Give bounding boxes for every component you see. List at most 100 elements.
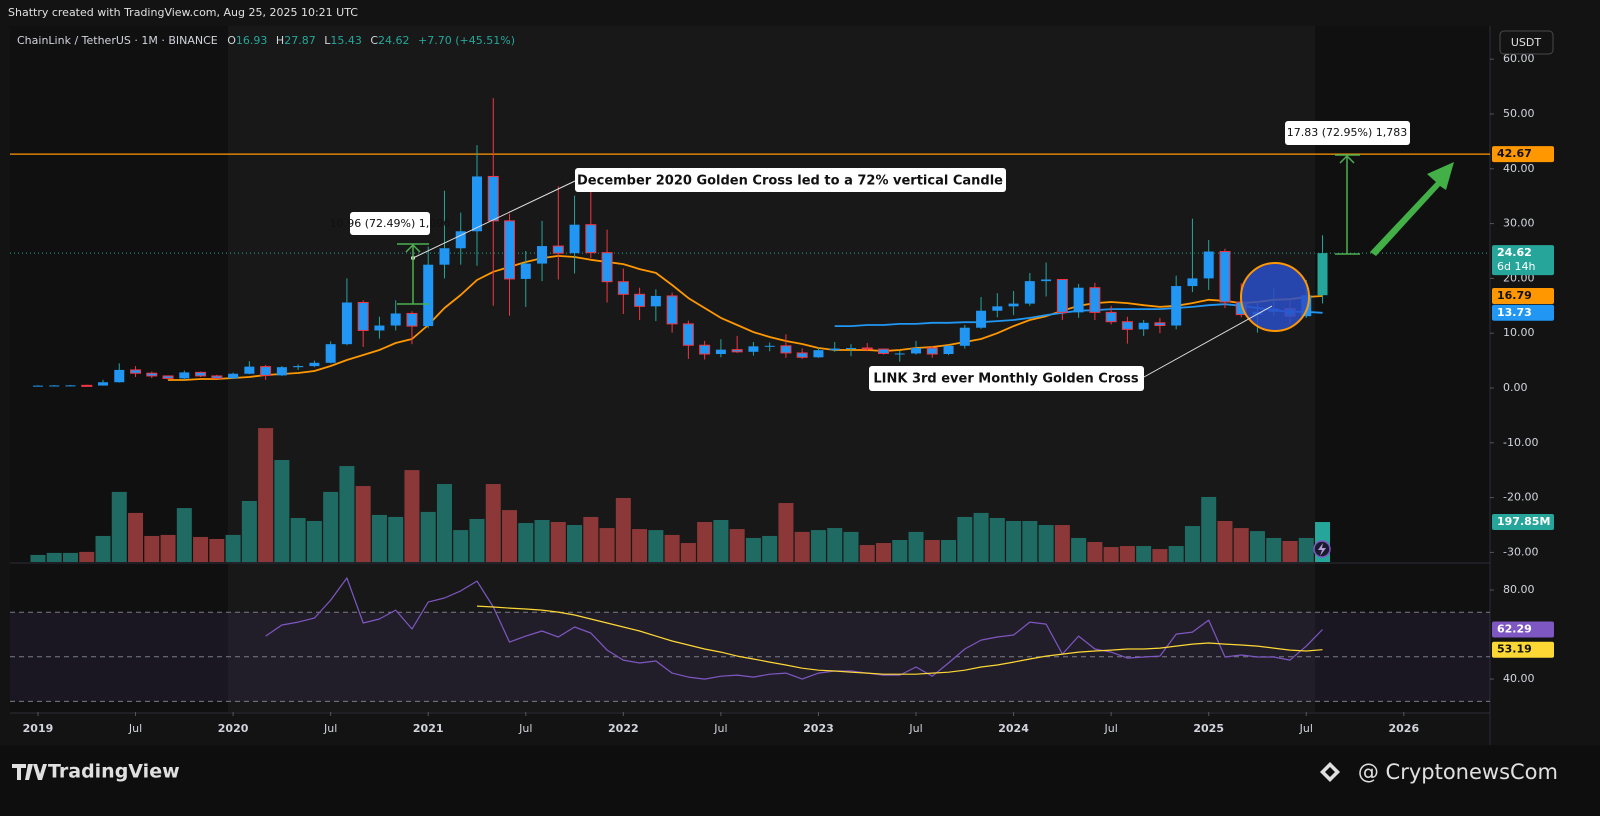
volume-bar [1298, 537, 1314, 562]
candle-body [634, 293, 646, 307]
measure-arrow [1339, 154, 1355, 164]
value-tag-label: 24.62 [1497, 246, 1532, 259]
x-tick-label: Jul [713, 722, 727, 735]
value-tag [1492, 304, 1554, 321]
candle-body [276, 367, 287, 376]
volume-bar [973, 512, 989, 562]
value-tag-label: 16.79 [1497, 289, 1532, 302]
legend: ChainLink / TetherUS · 1M · BINANCE O16.… [17, 34, 515, 47]
volume-bar [957, 516, 973, 562]
candle-body [65, 385, 76, 387]
candle-body [114, 369, 125, 383]
value-tag-label: 42.67 [1497, 147, 1532, 160]
candle-body [357, 302, 369, 331]
candle-body [1121, 321, 1133, 330]
x-tick-label: 2025 [1193, 722, 1224, 735]
x-tick-label: 2021 [413, 722, 444, 735]
candle-body [423, 264, 434, 327]
measure-arrow [405, 243, 421, 253]
measure-box [350, 212, 430, 235]
candle-body [179, 372, 190, 379]
candle-body [796, 352, 808, 358]
candle-body [845, 347, 856, 349]
callout-text: LINK 3rd ever Monthly Golden Cross [873, 372, 1139, 387]
value-tag-label: 197.85M [1497, 515, 1550, 528]
rsi-ma-line [476, 605, 1323, 675]
volume-bar [827, 528, 843, 562]
volume-bar [534, 519, 550, 562]
volume-bar [1266, 537, 1282, 562]
candle-body [894, 353, 905, 355]
candle-body [699, 344, 711, 355]
footer-brand: TradingView [48, 761, 180, 783]
candle-body [1073, 287, 1084, 313]
volume-bar [111, 491, 127, 562]
x-tick-label: 2022 [608, 722, 639, 735]
candle-body [537, 246, 548, 264]
measure-text: 17.83 (72.95%) 1,783 [1287, 126, 1408, 139]
candle-body [325, 344, 336, 363]
y-tick-label: -30.00 [1503, 545, 1538, 558]
plot-bg [10, 26, 1490, 712]
volume-bar [485, 484, 501, 562]
x-tick-label: Jul [323, 722, 337, 735]
candle-body [520, 263, 531, 279]
legend-value: 24.62 [378, 34, 410, 47]
volume-bar [420, 511, 436, 562]
rsi-lines [265, 577, 1323, 680]
volume-bar [632, 529, 648, 562]
volume-bar [388, 516, 404, 562]
candle-body [1203, 251, 1214, 279]
measure-text: 10.96 (72.49%) 1,096 [330, 217, 451, 230]
legend-key: L [324, 34, 331, 47]
currency-button[interactable] [1499, 30, 1554, 55]
candle-body [1138, 322, 1149, 330]
candle-body [406, 312, 418, 327]
x-tick-label: 2024 [998, 722, 1029, 735]
candle-body [682, 323, 694, 346]
candle-body [504, 220, 516, 280]
volume-bar [1038, 525, 1054, 562]
volume-bar [469, 518, 485, 562]
x-tick-label: Jul [518, 722, 532, 735]
value-tag-label: 62.29 [1497, 622, 1532, 635]
rsi-line [265, 577, 1323, 680]
volume-bar [62, 552, 78, 562]
value-tag-label: 53.19 [1497, 643, 1532, 656]
rsi-pane [10, 611, 1490, 702]
candle-body [764, 345, 775, 347]
candle-body [992, 306, 1003, 311]
volume-bar [1249, 531, 1265, 562]
volume-bar [79, 551, 95, 562]
volume-bar [193, 536, 209, 562]
candle-body [487, 175, 499, 222]
volume-bar [697, 522, 713, 562]
value-tag [1492, 514, 1554, 531]
legend-key: H [276, 34, 284, 47]
volume-bar [323, 491, 339, 562]
candle-body [1105, 311, 1117, 323]
volume-bar [30, 554, 46, 562]
footer: TradingView @ CryptonewsCom [12, 760, 1558, 784]
callout-box [575, 168, 1006, 192]
highlight-circle [1240, 262, 1310, 332]
volume-bar [794, 531, 810, 562]
volume-bar [502, 510, 518, 562]
volume-bar [290, 517, 306, 562]
y-tick-label: 10.00 [1503, 326, 1535, 339]
volume-pane [30, 428, 1331, 562]
y-tick-label: -10.00 [1503, 436, 1538, 449]
volume-bar [664, 534, 680, 562]
y-tick-label: 60.00 [1503, 52, 1535, 65]
candle-body [1317, 253, 1328, 296]
header: Shattry created with TradingView.com, Au… [8, 6, 1554, 55]
currency-label[interactable]: USDT [1511, 36, 1542, 49]
candle-body [959, 327, 970, 346]
volume-bar [453, 530, 469, 562]
candle-body [877, 348, 889, 354]
volume-bar [1184, 526, 1200, 562]
candle-body [650, 295, 661, 307]
volume-bar [274, 459, 290, 562]
candle-body [617, 281, 629, 295]
candle-body [666, 295, 678, 325]
